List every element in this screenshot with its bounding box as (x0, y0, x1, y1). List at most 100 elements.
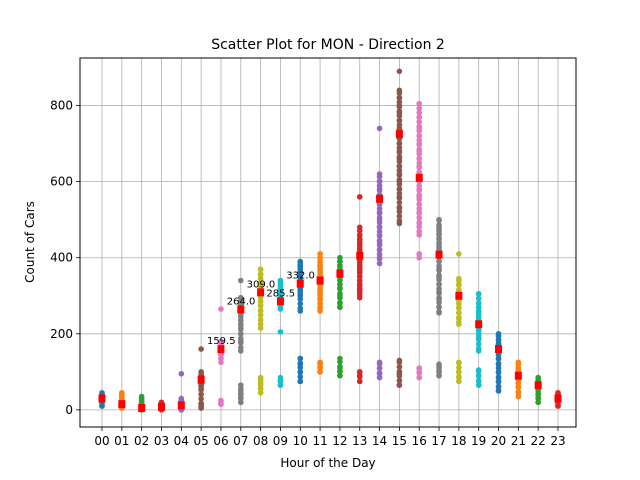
data-point (356, 259, 363, 266)
data-point (475, 345, 482, 352)
data-point (416, 365, 423, 372)
data-point (436, 290, 442, 297)
median-marker (495, 345, 503, 354)
y-tick-label: 0 (65, 403, 73, 417)
data-point (237, 277, 244, 284)
data-point (396, 122, 403, 128)
median-marker (356, 251, 364, 260)
x-tick-label: 17 (431, 434, 446, 448)
data-point (356, 268, 363, 275)
data-point (515, 389, 522, 395)
data-point (376, 233, 383, 239)
data-point (416, 205, 423, 212)
data-point (475, 295, 482, 302)
data-point (376, 187, 383, 194)
data-point (317, 264, 323, 270)
data-point (475, 327, 482, 334)
data-point (456, 378, 462, 385)
data-point (416, 224, 423, 230)
data-point (396, 103, 403, 110)
y-tick-label: 600 (50, 175, 73, 189)
data-point (396, 181, 403, 188)
data-point (396, 199, 403, 206)
data-point (277, 286, 284, 293)
data-point (456, 282, 462, 289)
data-point (257, 312, 264, 318)
data-point (416, 109, 423, 116)
x-tick-label: 07 (233, 434, 248, 448)
data-point (237, 299, 244, 305)
data-point (436, 245, 442, 251)
x-tick-label: 04 (174, 434, 189, 448)
data-point (297, 300, 304, 307)
data-point (376, 251, 383, 258)
data-point (416, 228, 423, 235)
data-point (218, 355, 224, 362)
data-point (376, 260, 383, 267)
data-point (396, 68, 403, 75)
median-marker (435, 250, 443, 259)
data-point (456, 369, 462, 376)
data-point (317, 296, 323, 302)
data-point (376, 173, 383, 180)
data-point (555, 403, 561, 409)
x-tick-label: 09 (273, 434, 288, 448)
data-point (297, 259, 304, 266)
data-point (297, 305, 304, 312)
data-point (436, 226, 442, 233)
data-point (198, 369, 204, 375)
data-point (396, 176, 403, 183)
data-point (436, 363, 442, 370)
data-point (297, 291, 304, 298)
data-point (356, 369, 363, 376)
data-point (396, 144, 403, 151)
data-point (337, 304, 343, 310)
x-tick-label: 22 (531, 434, 546, 448)
data-point (356, 291, 363, 298)
median-marker (276, 297, 284, 306)
data-point (495, 383, 502, 390)
data-point (396, 140, 403, 147)
data-point (376, 205, 383, 212)
data-point (317, 254, 323, 261)
y-tick-label: 200 (50, 327, 73, 341)
data-point (416, 119, 423, 125)
data-point (475, 377, 482, 384)
data-point (356, 278, 363, 284)
x-tick-label: 15 (392, 434, 407, 448)
data-point (237, 340, 244, 346)
x-tick-label: 23 (550, 434, 565, 448)
median-marker (316, 276, 324, 285)
data-point (416, 251, 423, 258)
median-marker (98, 394, 106, 403)
median-marker (376, 194, 384, 203)
data-point (456, 287, 462, 293)
data-point (396, 117, 403, 124)
median-marker (237, 305, 245, 314)
data-point (218, 306, 224, 312)
data-point (475, 313, 482, 320)
data-point (495, 374, 502, 380)
data-point (495, 378, 502, 385)
x-axis-ticks: 00 01 02 03 04 05 06 07 08 09 10 11 12 13 14 15 16 17 18 19… (94, 427, 566, 448)
data-point (436, 235, 442, 242)
data-point (198, 405, 204, 411)
data-point (337, 290, 343, 297)
data-point (277, 377, 284, 384)
data-point (257, 385, 264, 391)
x-tick-label: 10 (293, 434, 308, 448)
data-point (515, 384, 522, 391)
x-tick-label: 18 (451, 434, 466, 448)
data-point (416, 160, 423, 166)
y-tick-label: 400 (50, 251, 73, 265)
data-point (376, 242, 383, 248)
data-point (436, 258, 442, 265)
data-point (376, 178, 383, 185)
data-point (396, 172, 403, 178)
data-point (416, 155, 423, 162)
data-point (257, 275, 264, 282)
data-point (356, 246, 363, 252)
data-point (297, 378, 304, 385)
median-annotation: 264.0 (227, 296, 256, 307)
data-point (297, 364, 304, 371)
